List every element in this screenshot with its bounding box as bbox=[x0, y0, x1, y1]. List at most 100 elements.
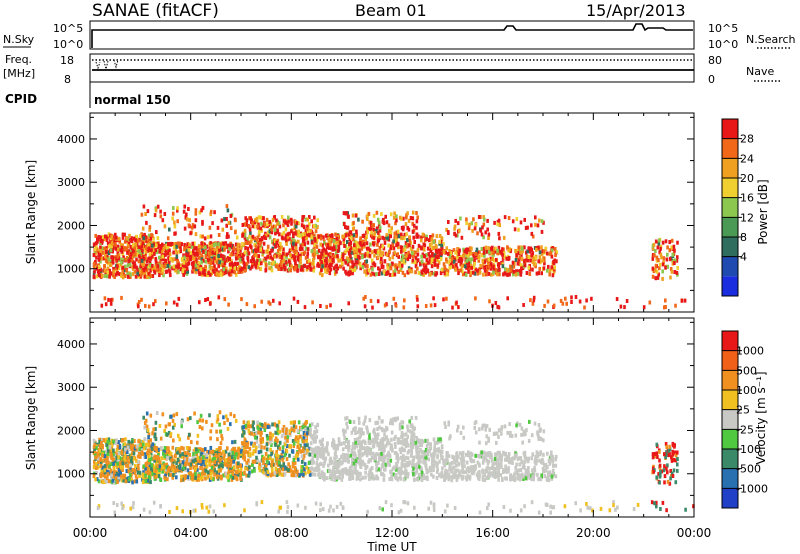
scatter-cell bbox=[366, 264, 369, 269]
scatter-cell bbox=[262, 457, 265, 461]
scatter-cell bbox=[411, 251, 414, 256]
scatter-cell bbox=[210, 471, 213, 476]
scatter-cell bbox=[301, 246, 304, 251]
scatter-cell bbox=[274, 224, 277, 229]
scatter-cell bbox=[105, 258, 108, 263]
scatter-cell bbox=[316, 250, 319, 255]
scatter-cell bbox=[117, 472, 121, 477]
scatter-cell bbox=[555, 250, 559, 255]
scatter-cell bbox=[306, 443, 309, 448]
scatter-cell bbox=[280, 215, 284, 219]
scatter-cell bbox=[201, 471, 205, 476]
scatter-cell bbox=[325, 261, 328, 266]
scatter-cell bbox=[209, 209, 213, 214]
scatter-cell bbox=[128, 460, 131, 465]
scatter-cell bbox=[332, 245, 336, 250]
scatter-cell bbox=[292, 441, 296, 446]
scatter-cell bbox=[94, 451, 97, 455]
scatter-cell bbox=[171, 475, 175, 480]
scatter-cell bbox=[223, 247, 226, 252]
scatter-cell bbox=[527, 265, 531, 270]
scatter-cell bbox=[303, 242, 306, 247]
scatter-cell bbox=[114, 266, 118, 271]
scatter-cell bbox=[260, 228, 263, 233]
scatter-cell bbox=[339, 258, 343, 263]
scatter-cell bbox=[161, 267, 165, 272]
scatter-cell bbox=[144, 212, 147, 216]
scatter-cell bbox=[113, 460, 117, 465]
scatter-cell bbox=[311, 300, 314, 305]
scatter-cell bbox=[158, 464, 162, 469]
scatter-cell bbox=[275, 449, 278, 454]
scatter-cell bbox=[158, 460, 161, 465]
scatter-cell bbox=[388, 477, 391, 482]
scatter-cell bbox=[289, 263, 292, 268]
scatter-cell bbox=[214, 258, 217, 263]
scatter-cell bbox=[194, 263, 198, 268]
scatter-cell bbox=[313, 453, 317, 458]
scatter-cell bbox=[147, 264, 151, 269]
scatter-cell bbox=[224, 449, 228, 454]
scatter-cell bbox=[378, 225, 382, 230]
scatter-cell bbox=[447, 251, 450, 256]
scatter-cell bbox=[518, 261, 521, 266]
scatter-cell bbox=[148, 225, 152, 230]
scatter-cell bbox=[306, 229, 310, 234]
scatter-cell bbox=[326, 267, 329, 272]
scatter-cell bbox=[208, 461, 211, 466]
scatter-cell bbox=[107, 460, 110, 465]
scatter-cell bbox=[511, 260, 515, 265]
scatter-cell bbox=[467, 257, 471, 262]
scatter-cell bbox=[239, 473, 243, 478]
scatter-cell bbox=[416, 258, 420, 263]
scatter-cell bbox=[175, 302, 179, 307]
scatter-cell bbox=[355, 240, 358, 245]
scatter-cell bbox=[118, 239, 122, 244]
scatter-cell bbox=[415, 225, 418, 230]
scatter-cell bbox=[456, 255, 459, 260]
scatter-cell bbox=[359, 263, 362, 268]
scatter-cell bbox=[204, 468, 207, 473]
scatter-cell bbox=[133, 479, 137, 484]
scatter-cell bbox=[395, 218, 398, 223]
scatter-cell bbox=[150, 254, 154, 259]
scatter-cell bbox=[231, 471, 234, 476]
scatter-cell bbox=[387, 223, 391, 228]
scatter-cell bbox=[197, 255, 201, 260]
scatter-cell bbox=[211, 221, 214, 226]
scatter-cell bbox=[352, 246, 356, 251]
scatter-cell bbox=[207, 271, 210, 276]
scatter-cell bbox=[265, 217, 269, 222]
scatter-cell bbox=[445, 271, 449, 276]
scatter-cell bbox=[221, 247, 225, 252]
scatter-cell bbox=[395, 214, 398, 219]
scatter-cell bbox=[104, 234, 107, 239]
scatter-cell bbox=[256, 256, 259, 261]
scatter-cell bbox=[290, 473, 294, 478]
scatter-cell bbox=[434, 254, 438, 259]
scatter-cell bbox=[355, 243, 359, 248]
scatter-cell bbox=[297, 420, 301, 425]
scatter-cell bbox=[125, 446, 129, 451]
scatter-cell bbox=[394, 263, 397, 268]
scatter-cell bbox=[175, 250, 178, 254]
scatter-cell bbox=[411, 221, 414, 226]
scatter-cell bbox=[280, 453, 283, 457]
scatter-cell bbox=[198, 300, 201, 305]
scatter-cell bbox=[126, 450, 129, 455]
scatter-cell bbox=[317, 234, 321, 239]
scatter-cell bbox=[381, 251, 384, 256]
scatter-cell bbox=[385, 233, 389, 238]
scatter-cell bbox=[106, 448, 110, 453]
scatter-cell bbox=[154, 248, 157, 253]
scatter-cell bbox=[251, 261, 254, 266]
scatter-cell bbox=[241, 257, 245, 262]
scatter-cell bbox=[276, 438, 279, 443]
scatter-cell bbox=[438, 459, 441, 464]
scatter-cell bbox=[240, 297, 243, 302]
scatter-cell bbox=[541, 249, 544, 254]
scatter-cell bbox=[166, 251, 170, 256]
scatter-cell bbox=[514, 258, 518, 262]
scatter-cell bbox=[114, 246, 118, 251]
sky-right-tick-bottom: 10^0 bbox=[708, 38, 738, 51]
